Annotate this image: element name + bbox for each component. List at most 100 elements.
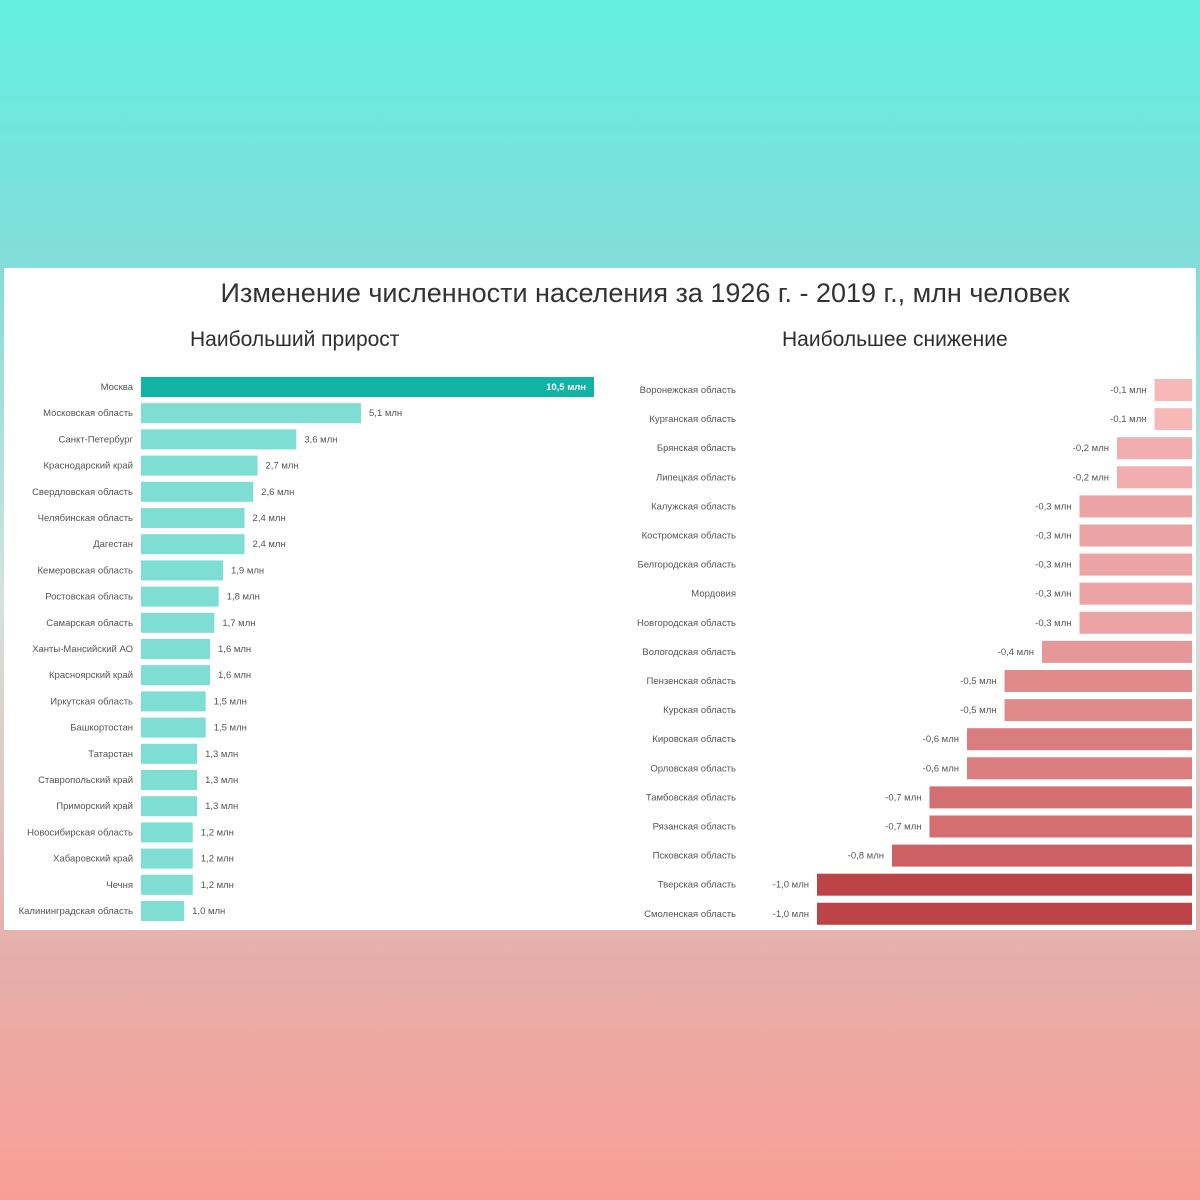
decrease-category-label: Курганская область xyxy=(649,414,736,425)
increase-bar xyxy=(141,481,254,502)
increase-value-label: 5,1 млн xyxy=(369,408,402,419)
increase-category-label: Башкортостан xyxy=(70,723,133,734)
increase-value-label: 1,3 млн xyxy=(205,801,238,812)
increase-category-label: Новосибирская область xyxy=(27,827,133,838)
increase-bar xyxy=(141,639,211,659)
increase-value-label: 3,6 млн xyxy=(304,434,337,445)
increase-bar xyxy=(141,691,206,712)
decrease-value-label: -1,0 млн xyxy=(773,909,809,920)
increase-value-label: 1,3 млн xyxy=(205,775,238,786)
decrease-category-label: Новгородская область xyxy=(637,618,736,629)
increase-value-label: 1,7 млн xyxy=(222,618,255,629)
decrease-bar xyxy=(1079,582,1192,605)
increase-category-label: Ханты-Мансийский АО xyxy=(32,644,133,655)
increase-value-label: 1,2 млн xyxy=(201,854,234,865)
decrease-value-label: -0,1 млн xyxy=(1110,385,1146,396)
increase-bar xyxy=(141,429,297,450)
increase-bar xyxy=(141,770,198,790)
increase-category-label: Ростовская область xyxy=(45,592,133,603)
decrease-category-label: Курская область xyxy=(663,705,736,716)
decrease-bar xyxy=(967,757,1192,780)
increase-bar xyxy=(141,534,245,555)
decrease-value-label: -0,3 млн xyxy=(1035,618,1071,629)
increase-value-label: 10,5 млн xyxy=(546,382,586,393)
increase-chart-title: Наибольший прирост xyxy=(190,328,400,351)
decrease-category-label: Липецкая область xyxy=(656,472,736,483)
increase-value-label: 1,3 млн xyxy=(205,749,238,760)
increase-value-label: 1,2 млн xyxy=(201,880,234,891)
decrease-bar xyxy=(1042,640,1192,663)
decrease-category-label: Тамбовская область xyxy=(646,792,736,803)
main-title: Изменение численности населения за 1926 … xyxy=(220,278,1070,308)
decrease-bar xyxy=(1079,611,1192,634)
increase-bar xyxy=(141,508,245,528)
decrease-value-label: -0,6 млн xyxy=(923,763,959,774)
decrease-value-label: -0,7 млн xyxy=(885,792,921,803)
increase-category-label: Калининградская область xyxy=(19,906,133,917)
decrease-category-label: Вологодская область xyxy=(642,647,736,658)
increase-category-label: Дагестан xyxy=(93,539,133,550)
increase-value-label: 1,2 млн xyxy=(201,827,234,838)
decrease-bar xyxy=(1079,553,1192,576)
increase-value-label: 2,4 млн xyxy=(253,513,286,524)
increase-bar xyxy=(141,586,219,607)
increase-bar xyxy=(141,822,193,843)
increase-category-label: Чечня xyxy=(106,880,133,891)
decrease-value-label: -0,1 млн xyxy=(1110,414,1146,425)
decrease-value-label: -0,6 млн xyxy=(923,734,959,745)
increase-value-label: 2,4 млн xyxy=(253,539,286,550)
decrease-bar xyxy=(929,815,1192,838)
decrease-value-label: -0,2 млн xyxy=(1073,443,1109,454)
increase-value-label: 1,9 млн xyxy=(231,565,264,576)
decrease-value-label: -1,0 млн xyxy=(773,880,809,891)
decrease-bar xyxy=(1117,437,1192,460)
increase-bar xyxy=(141,665,211,686)
chart-panel: Изменение численности населения за 1926 … xyxy=(4,268,1196,930)
bar-charts: Москва 10,5 млн Московская область 5,1 млн С… xyxy=(19,377,1192,925)
decrease-bar xyxy=(1154,408,1192,431)
increase-category-label: Красноярский край xyxy=(49,670,133,681)
decrease-value-label: -0,5 млн xyxy=(960,676,996,687)
decrease-value-label: -0,3 млн xyxy=(1035,531,1071,542)
decrease-category-label: Брянская область xyxy=(657,443,736,454)
decrease-value-label: -0,3 млн xyxy=(1035,589,1071,600)
increase-bar xyxy=(141,377,594,397)
decrease-category-label: Орловская область xyxy=(650,763,736,774)
decrease-value-label: -0,7 млн xyxy=(885,822,921,833)
decrease-category-label: Смоленская область xyxy=(644,909,736,920)
decrease-value-label: -0,2 млн xyxy=(1073,472,1109,483)
decrease-category-label: Костромская область xyxy=(642,531,736,542)
decrease-category-label: Пензенская область xyxy=(647,676,737,687)
increase-category-label: Краснодарский край xyxy=(44,461,133,472)
increase-category-label: Московская область xyxy=(43,408,133,419)
increase-category-label: Санкт-Петербург xyxy=(58,434,133,445)
increase-bar xyxy=(141,901,185,921)
decrease-bar xyxy=(1004,670,1192,692)
decrease-value-label: -0,3 млн xyxy=(1035,501,1071,512)
decrease-bar xyxy=(1004,699,1192,722)
increase-category-label: Самарская область xyxy=(46,618,133,629)
decrease-bar xyxy=(817,902,1192,925)
increase-category-label: Свердловская область xyxy=(32,487,133,498)
increase-bar xyxy=(141,560,223,581)
increase-category-label: Ставропольский край xyxy=(38,775,133,786)
increase-value-label: 1,6 млн xyxy=(218,670,251,681)
increase-value-label: 1,0 млн xyxy=(192,906,225,917)
decrease-value-label: -0,3 млн xyxy=(1035,560,1071,571)
increase-category-label: Челябинская область xyxy=(38,513,133,524)
increase-bar xyxy=(141,743,198,764)
increase-value-label: 2,6 млн xyxy=(261,487,294,498)
decrease-bar xyxy=(1079,495,1192,518)
increase-bar xyxy=(141,848,193,869)
increase-bar xyxy=(141,612,215,633)
decrease-category-label: Тверская область xyxy=(658,880,736,891)
increase-bar xyxy=(141,455,258,476)
increase-value-label: 1,5 млн xyxy=(214,723,247,734)
increase-bar xyxy=(141,796,198,817)
increase-bar xyxy=(141,717,206,738)
decrease-bar xyxy=(967,728,1192,751)
decrease-category-label: Воронежская область xyxy=(640,385,736,396)
decrease-category-label: Калужская область xyxy=(651,501,736,512)
decrease-bar xyxy=(929,786,1192,809)
increase-value-label: 1,6 млн xyxy=(218,644,251,655)
